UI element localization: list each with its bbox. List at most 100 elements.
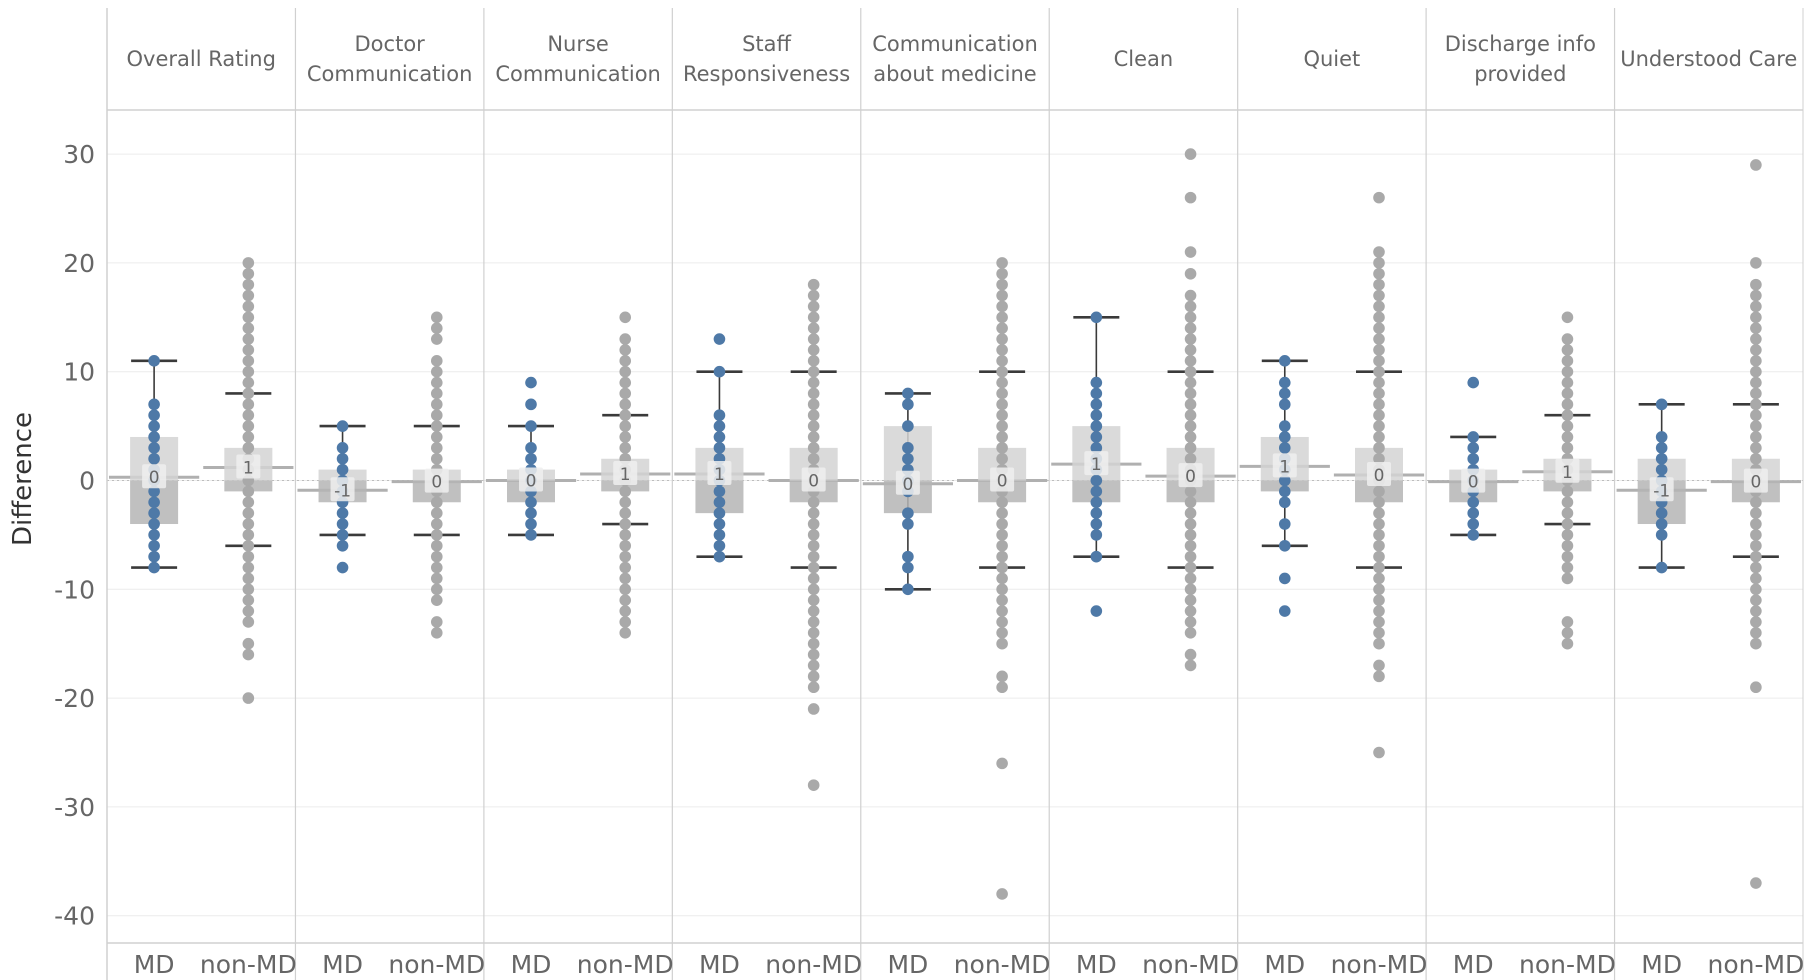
non-md-point (1184, 627, 1197, 639)
md-point (1090, 518, 1103, 530)
non-md-point (430, 507, 443, 519)
non-md-point (807, 496, 820, 509)
category-label: MD (887, 950, 928, 979)
non-md-point (807, 594, 820, 606)
non-md-point (807, 365, 820, 378)
non-md-point (996, 518, 1008, 530)
non-md-point (996, 344, 1008, 356)
non-md-point (1373, 409, 1385, 422)
non-md-point (1561, 365, 1574, 378)
non-md-point (1373, 355, 1385, 367)
non-md-point (1750, 550, 1762, 563)
non-md-point (996, 311, 1008, 324)
md-point (1090, 474, 1103, 487)
md-point (148, 529, 160, 541)
non-md-point (807, 409, 820, 422)
non-md-point (242, 267, 255, 280)
md-point (1278, 605, 1291, 617)
non-md-point (1184, 431, 1197, 443)
median-label-bg (707, 460, 732, 485)
non-md-point (430, 529, 443, 541)
non-md-point (1373, 550, 1385, 563)
category-label: non-MD (1707, 950, 1804, 979)
non-md-point (1373, 518, 1385, 530)
non-md-point (996, 670, 1008, 683)
non-md-point (1373, 300, 1385, 313)
non-md-point (242, 605, 255, 617)
non-md-point (1373, 594, 1385, 606)
non-md-point (430, 365, 443, 378)
non-md-point (1561, 311, 1574, 324)
non-md-point (242, 637, 255, 650)
category-label: MD (1453, 950, 1494, 979)
median-label: 0 (526, 472, 537, 492)
md-point (902, 420, 914, 432)
non-md-point (1184, 311, 1197, 324)
non-md-point (996, 616, 1008, 628)
non-md-point (807, 659, 820, 672)
median-label: -1 (334, 481, 351, 501)
y-tick-label: -10 (54, 575, 95, 604)
non-md-point (1561, 431, 1574, 443)
md-point (336, 420, 349, 432)
non-md-point (619, 616, 632, 628)
md-point (1655, 529, 1668, 541)
non-md-point (242, 409, 255, 422)
md-point (713, 518, 726, 530)
non-md-point (807, 376, 820, 389)
md-point (525, 376, 537, 389)
non-md-point (1184, 648, 1197, 661)
md-point (1278, 420, 1291, 432)
non-md-point (996, 605, 1008, 617)
md-point (1278, 572, 1291, 585)
non-md-point (1184, 376, 1197, 389)
md-point (148, 485, 160, 498)
non-md-point (1373, 670, 1385, 683)
non-md-point (1184, 387, 1197, 400)
non-md-point (807, 442, 820, 454)
non-md-point (430, 322, 443, 334)
md-point (336, 529, 349, 541)
median-label-bg (990, 467, 1015, 492)
non-md-point (1561, 485, 1574, 498)
non-md-point (1184, 267, 1197, 280)
non-md-point (1561, 550, 1574, 563)
md-point (713, 333, 726, 345)
category-label: non-MD (1519, 950, 1616, 979)
non-md-point (242, 365, 255, 378)
non-md-point (1750, 311, 1762, 324)
non-md-point (619, 365, 632, 378)
median-label: 1 (714, 465, 725, 485)
md-point (1278, 355, 1291, 367)
non-md-point (1373, 529, 1385, 541)
non-md-point (619, 398, 632, 411)
md-point (1090, 431, 1103, 443)
non-md-point (430, 333, 443, 345)
category-label: non-MD (1331, 950, 1428, 979)
non-md-point (807, 637, 820, 650)
non-md-point (1750, 583, 1762, 596)
median-label-bg (613, 460, 638, 485)
non-md-point (1184, 300, 1197, 313)
md-point (1278, 496, 1291, 509)
non-md-point (1750, 616, 1762, 628)
non-md-point (996, 365, 1008, 378)
non-md-point (1184, 572, 1197, 585)
non-md-point (430, 583, 443, 596)
non-md-point (1561, 518, 1574, 530)
non-md-point (1373, 746, 1385, 759)
median-label-bg (519, 467, 543, 492)
median-label-bg (142, 464, 167, 489)
md-point (713, 496, 726, 509)
median-label-bg (330, 477, 355, 502)
non-md-point (619, 507, 632, 519)
non-md-point (1184, 333, 1197, 345)
non-md-point (1561, 561, 1574, 574)
non-md-point (1750, 365, 1762, 378)
md-point (1278, 431, 1291, 443)
non-md-point (242, 648, 255, 661)
md-point (1278, 474, 1291, 487)
non-md-point (619, 605, 632, 617)
md-point (902, 442, 914, 454)
non-md-point (996, 496, 1008, 509)
